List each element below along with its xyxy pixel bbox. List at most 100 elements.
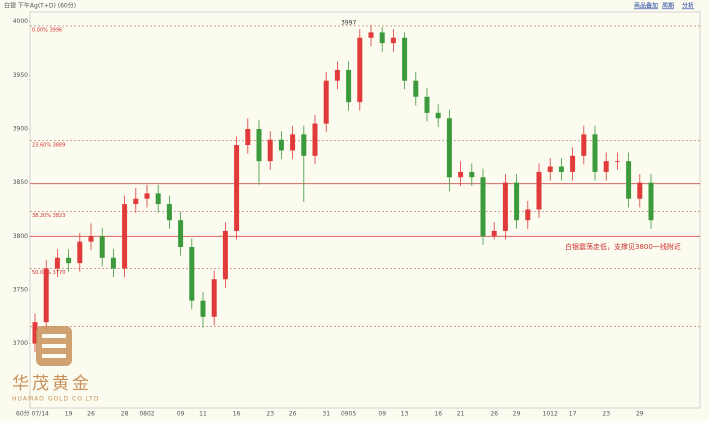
logo-subtitle: HUAMAO GOLD CO.LTD (12, 396, 99, 403)
candle-body (626, 161, 632, 199)
candle-body (514, 182, 520, 221)
x-tick-label: 26 (490, 411, 498, 418)
candle-body (178, 220, 184, 248)
candle-body (390, 37, 396, 44)
x-tick-label: 26 (289, 411, 297, 418)
x-tick-label: 16 (233, 411, 241, 418)
candle-body (525, 209, 531, 221)
candle-body (200, 300, 206, 317)
candle-body (312, 123, 318, 156)
x-tick-label: 0802 (139, 411, 154, 418)
x-tick-label: 0905 (341, 411, 356, 418)
annotation: 白银震荡走低，支撑见3800一线附近 (565, 242, 681, 251)
x-tick-label: 23 (266, 411, 274, 418)
x-tick-label: 29 (636, 411, 644, 418)
y-tick-label: 3950 (13, 72, 28, 79)
x-tick-label: 11 (199, 411, 207, 418)
x-tick-label: 28 (121, 411, 129, 418)
candle-body (43, 268, 49, 323)
candle-body (211, 279, 217, 317)
candle-body (346, 69, 352, 103)
x-tick-label: 17 (569, 411, 577, 418)
y-tick-label: 3700 (13, 340, 28, 347)
button[interactable]: 周期 (662, 2, 674, 10)
logo-name: 华茂黄金 (12, 374, 92, 394)
x-tick-label: 26 (87, 411, 95, 418)
candle-body (189, 247, 195, 301)
logo: 华茂黄金 HUAMAO GOLD CO.LTD (12, 326, 99, 403)
plot-frame (29, 11, 701, 409)
candle-body (278, 139, 284, 151)
candle-body (581, 134, 587, 156)
candle-body (166, 204, 172, 221)
candle-body (536, 171, 542, 210)
candle-body (402, 37, 408, 81)
candle-body (357, 37, 363, 103)
candle-body (323, 80, 329, 124)
candle-body (502, 182, 508, 231)
x-tick-label: 13 (401, 411, 409, 418)
fib-label: 38.20% 3823 (32, 213, 65, 219)
candle-body (614, 161, 620, 162)
candle-body (603, 161, 609, 172)
y-tick-label: 3900 (13, 125, 28, 132)
button[interactable]: 分析 (682, 2, 694, 10)
candle-body (99, 236, 105, 258)
x-tick-label: 29 (513, 411, 521, 418)
candle-body (469, 171, 475, 178)
x-tick-label: 21 (457, 411, 465, 418)
candle-body (480, 177, 486, 237)
candle-body (133, 198, 139, 205)
y-tick-label: 3750 (13, 286, 28, 293)
x-tick-label: 1012 (543, 411, 558, 418)
logo-stroke (42, 354, 66, 358)
candle-body (234, 145, 240, 231)
logo-stroke (42, 334, 66, 338)
y-tick-label: 3800 (13, 233, 28, 240)
candle-body (144, 193, 150, 199)
x-tick-label: 09 (378, 411, 386, 418)
candle-body (54, 257, 60, 269)
fib-label: 23.60% 3889 (32, 142, 65, 148)
x-tick-label: 60分 07/14 (16, 410, 49, 418)
candle-body (88, 236, 94, 242)
candle-body (435, 112, 441, 119)
header-title: 白银 下午Ag(T+D) (60分) (4, 2, 76, 10)
candle-body (458, 171, 464, 178)
candle-body (122, 204, 128, 269)
candle-body (110, 257, 116, 269)
x-tick-label: 23 (602, 411, 610, 418)
logo-stroke (42, 344, 66, 348)
candle-body (379, 32, 385, 44)
candle-body (446, 118, 452, 178)
peak-label: 3997 (341, 19, 356, 26)
button[interactable]: 商品叠加 (634, 2, 658, 10)
candle-body (558, 166, 564, 172)
candle-body (155, 193, 161, 205)
candle-body (424, 96, 430, 113)
x-tick-label: 19 (65, 411, 73, 418)
candle-body (637, 182, 643, 199)
candle-body (592, 134, 598, 172)
candle-body (256, 128, 262, 162)
candle-body (222, 230, 228, 280)
candle-body (245, 128, 251, 146)
candle-body (413, 80, 419, 97)
y-tick-label: 4000 (13, 18, 28, 25)
candle-body (267, 139, 273, 162)
fib-label: 0.00% 3996 (32, 27, 62, 33)
candle-body (290, 134, 296, 151)
x-tick-label: 16 (434, 411, 442, 418)
candle-body (334, 69, 340, 81)
candle-body (301, 134, 307, 156)
candle-body (368, 32, 374, 38)
candle-body (570, 155, 576, 172)
x-tick-label: 31 (322, 411, 330, 418)
candle-body (648, 182, 654, 221)
candle-body (547, 166, 553, 172)
candle-body (66, 257, 72, 264)
candle-body (77, 241, 83, 264)
candle-body (491, 230, 497, 237)
